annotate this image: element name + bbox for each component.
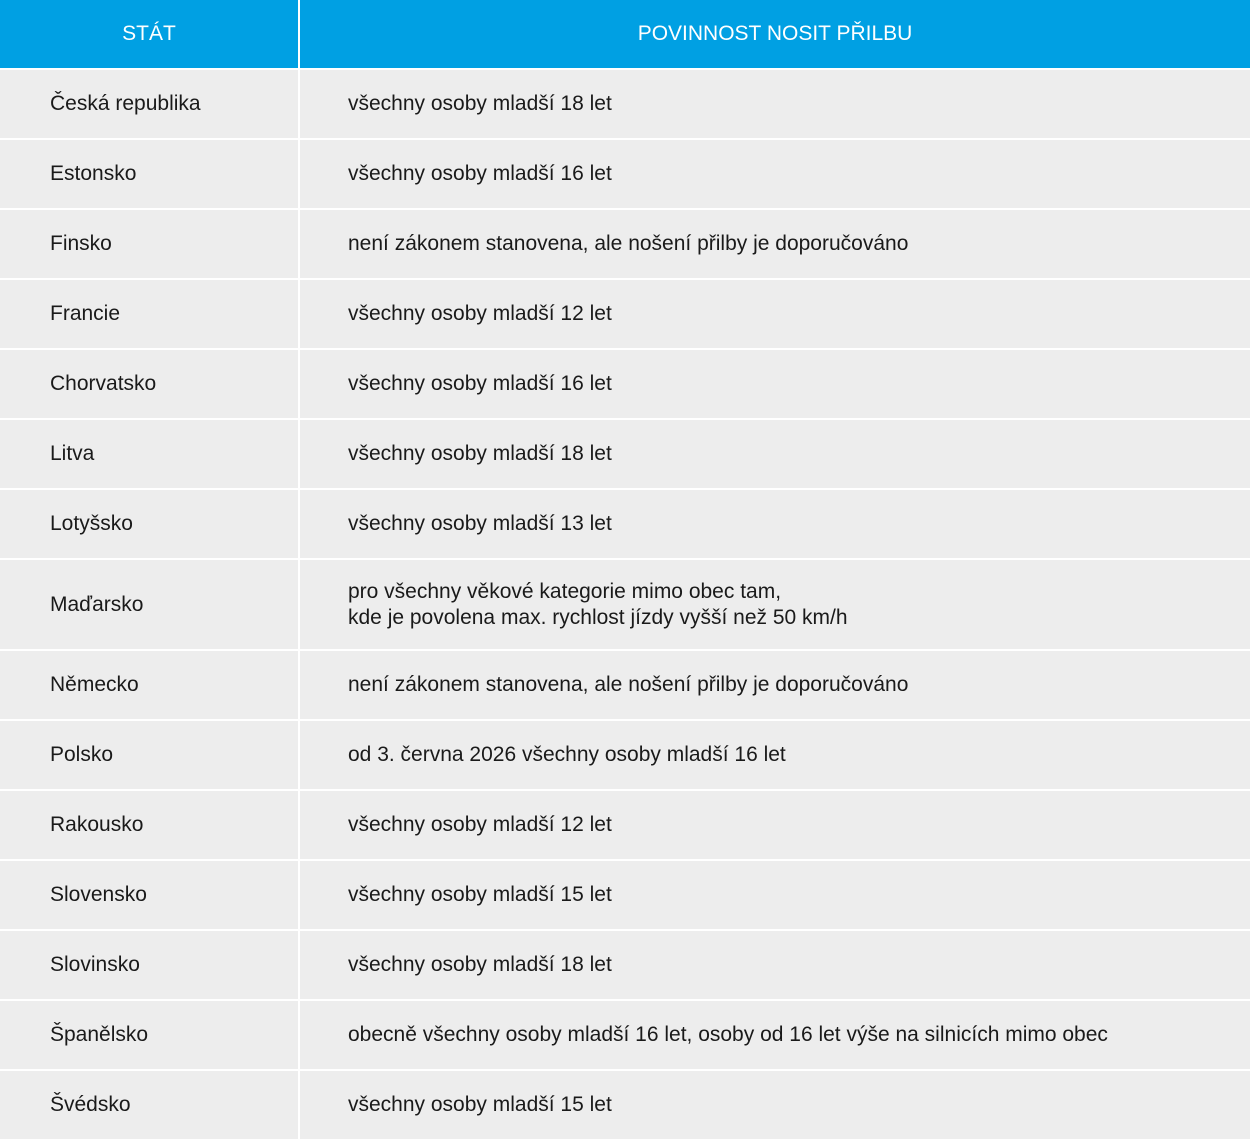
table-row: Finsko není zákonem stanovena, ale nošení… [0, 210, 1250, 280]
requirement-cell: všechny osoby mladší 13 let [348, 512, 612, 535]
table-row: Rakousko všechny osoby mladší 12 let [0, 791, 1250, 861]
header-cell: STÁT [0, 0, 300, 68]
requirement-cell: není zákonem stanovena, ale nošení přilb… [348, 673, 909, 696]
header-cell: POVINNOST NOSIT PŘILBU [637, 22, 913, 45]
requirement-cell: pro všechny věkové kategorie mimo obec t… [348, 579, 848, 629]
table-row: Lotyšsko všechny osoby mladší 13 let [0, 490, 1250, 560]
table-row: Chorvatsko všechny osoby mladší 16 let [0, 350, 1250, 420]
requirement-cell: obecně všechny osoby mladší 16 let, osob… [348, 1023, 1108, 1046]
country-cell: Španělsko [0, 1001, 300, 1069]
country-cell: Litva [0, 420, 300, 488]
country-cell: Česká republika [0, 70, 300, 138]
requirement-cell: všechny osoby mladší 15 let [348, 883, 612, 906]
requirement-cell: všechny osoby mladší 15 let [348, 1093, 612, 1116]
requirement-cell: všechny osoby mladší 18 let [348, 442, 612, 465]
country-cell: Maďarsko [0, 560, 300, 649]
table-row: Španělsko obecně všechny osoby mladší 16 … [0, 1001, 1250, 1071]
requirement-cell: není zákonem stanovena, ale nošení přilb… [348, 232, 909, 255]
country-cell: Německo [0, 651, 300, 719]
country-cell: Francie [0, 280, 300, 348]
requirement-cell: všechny osoby mladší 18 let [348, 92, 612, 115]
table-row: Slovinsko všechny osoby mladší 18 let [0, 931, 1250, 1001]
requirement-cell: všechny osoby mladší 16 let [348, 162, 612, 185]
table-row: Maďarsko pro všechny věkové kategorie mim… [0, 560, 1250, 651]
country-cell: Estonsko [0, 140, 300, 208]
requirement-cell: všechny osoby mladší 12 let [348, 813, 612, 836]
requirement-cell: od 3. června 2026 všechny osoby mladší 1… [348, 743, 786, 766]
requirement-cell: všechny osoby mladší 16 let [348, 372, 612, 395]
country-cell: Slovinsko [0, 931, 300, 999]
table-row: Litva všechny osoby mladší 18 let [0, 420, 1250, 490]
country-cell: Švédsko [0, 1071, 300, 1139]
header-row: STÁT POVINNOST NOSIT PŘILBU [0, 0, 1250, 70]
country-cell: Lotyšsko [0, 490, 300, 558]
country-cell: Chorvatsko [0, 350, 300, 418]
requirement-cell: všechny osoby mladší 18 let [348, 953, 612, 976]
table-row: Česká republika všechny osoby mladší 18 l… [0, 70, 1250, 140]
requirement-cell: všechny osoby mladší 12 let [348, 302, 612, 325]
country-cell: Polsko [0, 721, 300, 789]
table-row: Estonsko všechny osoby mladší 16 let [0, 140, 1250, 210]
table-row: Německo není zákonem stanovena, ale nošen… [0, 651, 1250, 721]
table-row: Slovensko všechny osoby mladší 15 let [0, 861, 1250, 931]
country-cell: Rakousko [0, 791, 300, 859]
table-row: Švédsko všechny osoby mladší 15 let [0, 1071, 1250, 1141]
table-row: Francie všechny osoby mladší 12 let [0, 280, 1250, 350]
table-row: Polsko od 3. června 2026 všechny osoby ml… [0, 721, 1250, 791]
country-cell: Slovensko [0, 861, 300, 929]
country-cell: Finsko [0, 210, 300, 278]
